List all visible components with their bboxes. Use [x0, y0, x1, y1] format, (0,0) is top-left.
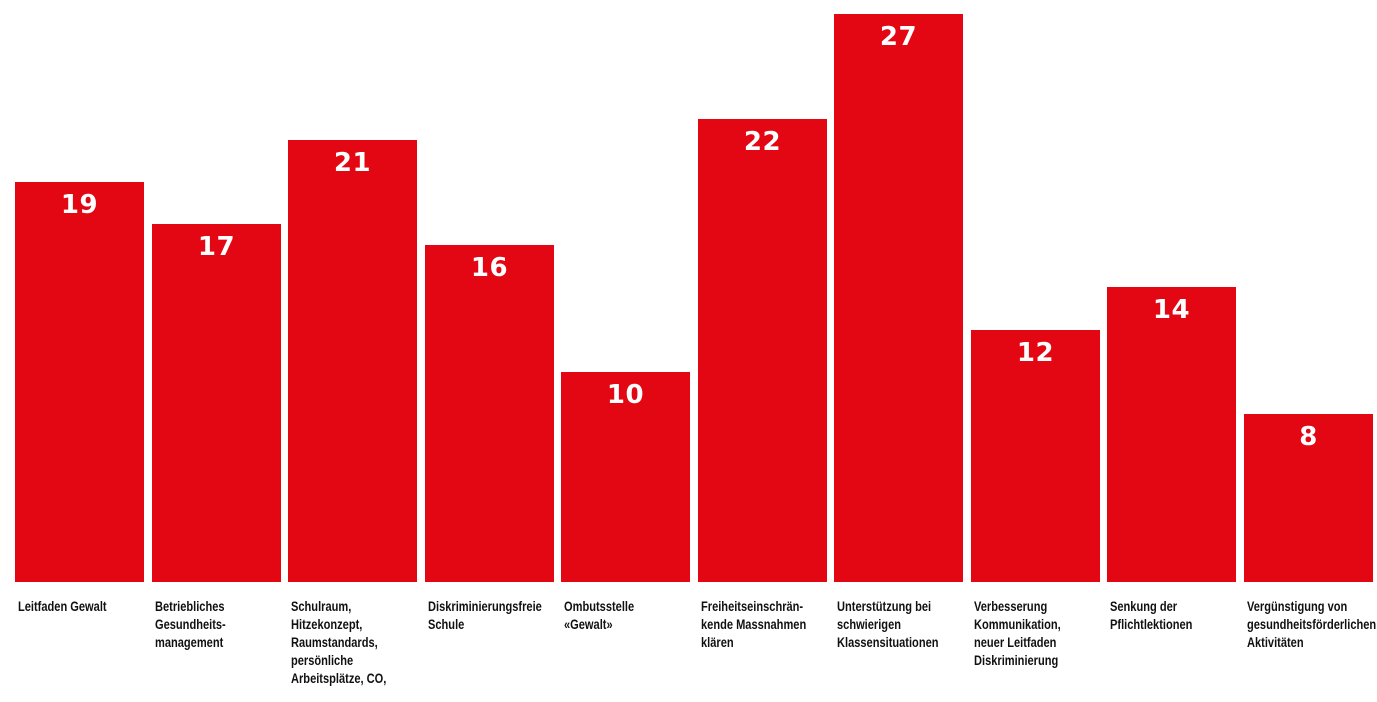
bar-value-label: 10 [606, 379, 645, 410]
bar-value-label: 12 [1016, 337, 1055, 368]
bar-10: 8 [1244, 413, 1373, 582]
bar-value-label: 21 [333, 148, 372, 179]
bar-6: 22 [698, 119, 827, 582]
bar-1: 19 [15, 182, 144, 582]
category-label: Vergünstigung von gesundheitsförderliche… [1247, 599, 1377, 650]
category-label: Ombutsstelle «Gewalt» [564, 599, 635, 632]
bar-value-label: 17 [197, 232, 236, 263]
bar-3: 21 [288, 140, 417, 582]
category-label: Schulraum, Hitzekonzept, Raumstandards, … [291, 599, 387, 686]
bar-7: 27 [834, 14, 963, 582]
bar-value-label: 14 [1152, 295, 1191, 326]
category-label: Freiheitseinschrän- kende Massnahmen klä… [701, 599, 807, 650]
bar-value-label: 19 [60, 190, 99, 221]
category-label: Diskriminierungsfreie Schule [428, 599, 542, 632]
bar-2: 17 [152, 224, 281, 582]
bar-4: 16 [425, 245, 554, 582]
bar-8: 12 [971, 329, 1100, 582]
category-label: Leitfaden Gewalt [18, 599, 107, 614]
category-label: Betriebliches Gesundheits- management [155, 599, 226, 650]
bar-value-label: 22 [743, 127, 782, 158]
bar-value-label: 27 [879, 22, 918, 52]
bar-9: 14 [1107, 287, 1236, 582]
bar-value-label: 16 [470, 253, 509, 284]
category-label: Unterstützung bei schwierigen Klassensit… [837, 599, 939, 650]
bar-5: 10 [561, 371, 690, 582]
category-label: Senkung der Pflichtlektionen [1110, 599, 1193, 632]
bar-value-label: 8 [1299, 421, 1318, 452]
category-label: Verbesserung Kommunikation, neuer Leitfa… [974, 599, 1061, 668]
